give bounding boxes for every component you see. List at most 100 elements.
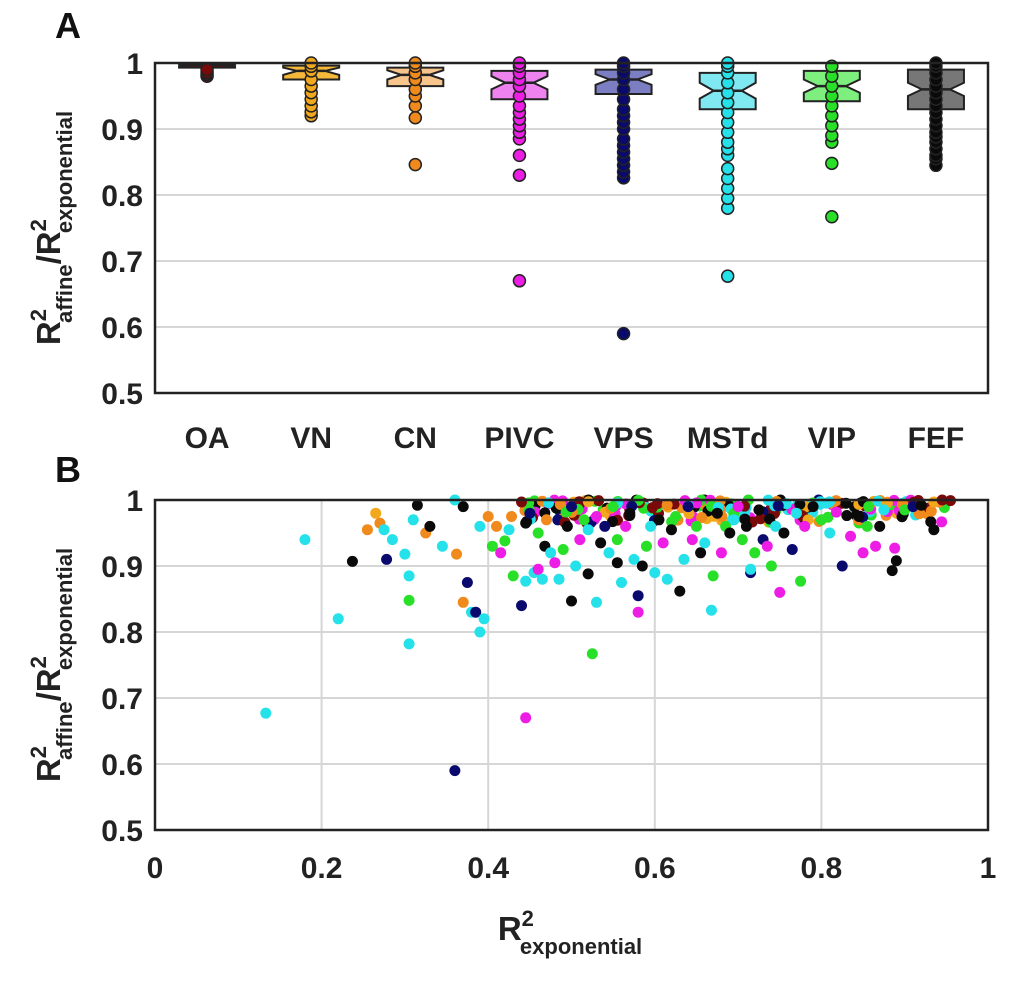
outlier-point <box>512 168 527 182</box>
panel-a-frame <box>153 61 990 395</box>
panel-b-x-tick-label: 0.6 <box>634 852 676 885</box>
scatter-point <box>861 520 873 532</box>
panel-a-x-ticks: OA VN CN PIVC VPS MSTd VIP FEF <box>185 422 965 455</box>
scatter-point <box>486 540 498 552</box>
scatter-point <box>461 577 473 588</box>
scatter-point <box>620 520 632 532</box>
panel-b-y-tick-label: 0.5 <box>101 815 143 848</box>
scatter-point <box>857 547 869 559</box>
scatter-point <box>870 540 882 552</box>
scatter-point <box>299 534 311 546</box>
panel-a-x-tick-label: FEF <box>908 422 965 455</box>
scatter-point <box>332 613 344 625</box>
scatter-point <box>574 534 586 546</box>
outlier-point <box>512 274 527 288</box>
scatter-point <box>899 504 911 516</box>
scatter-point <box>670 511 682 522</box>
scatter-point <box>520 712 532 724</box>
scatter-point <box>705 604 717 616</box>
scatter-point <box>661 573 673 585</box>
scatter-point <box>482 511 494 522</box>
scatter-point <box>678 553 690 565</box>
scatter-point <box>674 585 686 597</box>
scatter-point <box>503 524 515 536</box>
scatter-point <box>686 534 698 546</box>
scatter-point <box>915 499 927 511</box>
scatter-point <box>457 596 469 608</box>
panel-a-y-tick-label: 1 <box>126 48 143 81</box>
scatter-point <box>424 520 436 532</box>
scatter-point <box>516 600 528 612</box>
scatter-point <box>823 496 835 508</box>
panel-b-y-tick-label: 1 <box>126 485 143 518</box>
scatter-point <box>524 507 536 519</box>
scatter-point <box>611 534 623 546</box>
scatter-point <box>795 575 807 587</box>
outlier-point <box>616 326 631 341</box>
scatter-point <box>715 547 727 559</box>
scatter-point <box>753 504 765 516</box>
scatter-point <box>699 537 711 549</box>
outlier-point <box>825 156 839 171</box>
scatter-point <box>536 573 548 585</box>
scatter-point <box>346 555 358 567</box>
scatter-point <box>732 501 744 513</box>
scatter-point <box>682 501 694 513</box>
scatter-point <box>724 527 736 539</box>
scatter-point <box>690 520 702 532</box>
scatter-point <box>378 524 390 536</box>
panel-b-x-axis-label: R2 exponential <box>498 906 642 959</box>
scatter-point <box>794 498 806 510</box>
scatter-point <box>561 520 573 532</box>
scatter-point <box>457 501 469 513</box>
panel-b-x-tick-label: 0.2 <box>301 852 343 885</box>
scatter-point <box>707 570 719 582</box>
scatter-point <box>695 547 707 559</box>
scatter-point <box>824 527 836 539</box>
scatter-point <box>845 530 857 542</box>
scatter-point <box>830 506 842 518</box>
scatter-point <box>578 514 590 526</box>
panel-a-boxes <box>178 62 965 139</box>
scatter-point <box>889 542 901 554</box>
outlier-point <box>200 62 214 77</box>
scatter-point <box>755 513 767 525</box>
scatter-point <box>778 527 790 539</box>
scatter-point <box>474 520 486 532</box>
scatter-point <box>646 502 658 514</box>
scatter-point <box>790 507 802 519</box>
scatter-point <box>657 537 669 549</box>
scatter-point <box>745 563 757 575</box>
panel-b-x-tick-label: 0 <box>147 852 164 885</box>
panel-a-y-tick-label: 0.9 <box>101 114 143 147</box>
scatter-point <box>403 594 415 606</box>
scatter-point <box>436 540 448 552</box>
panel-a-x-tick-label: VN <box>290 422 332 455</box>
panel-a-y-tick-label: 0.6 <box>101 312 143 345</box>
scatter-point <box>474 626 486 638</box>
scatter-point <box>516 496 528 508</box>
scatter-point <box>403 638 415 650</box>
scatter-point <box>728 514 740 526</box>
scatter-point <box>403 570 415 582</box>
scatter-point <box>399 548 411 560</box>
scatter-point <box>645 520 657 532</box>
scatter-point <box>640 540 652 552</box>
scatter-point <box>928 524 940 536</box>
scatter-point <box>451 548 463 560</box>
scatter-point <box>595 537 607 549</box>
scatter-point <box>841 510 853 522</box>
scatter-point <box>582 524 594 536</box>
panel-b-y-ticks: 0.5 0.6 0.7 0.8 0.9 1 <box>101 485 143 848</box>
scatter-point <box>628 553 640 565</box>
scatter-point <box>665 524 677 536</box>
panel-a-y-tick-label: 0.8 <box>101 180 143 213</box>
scatter-point <box>520 575 532 587</box>
scatter-point <box>411 499 423 511</box>
panel-b-scatter: 0.5 0.6 0.7 0.8 0.9 1 0 0.2 0.4 0.6 0.8 1 R2affine… <box>26 485 996 959</box>
scatter-point <box>386 534 398 546</box>
scatter-point <box>936 516 948 528</box>
panel-a-x-tick-label: CN <box>394 422 437 455</box>
panel-b-label: B <box>55 449 81 490</box>
